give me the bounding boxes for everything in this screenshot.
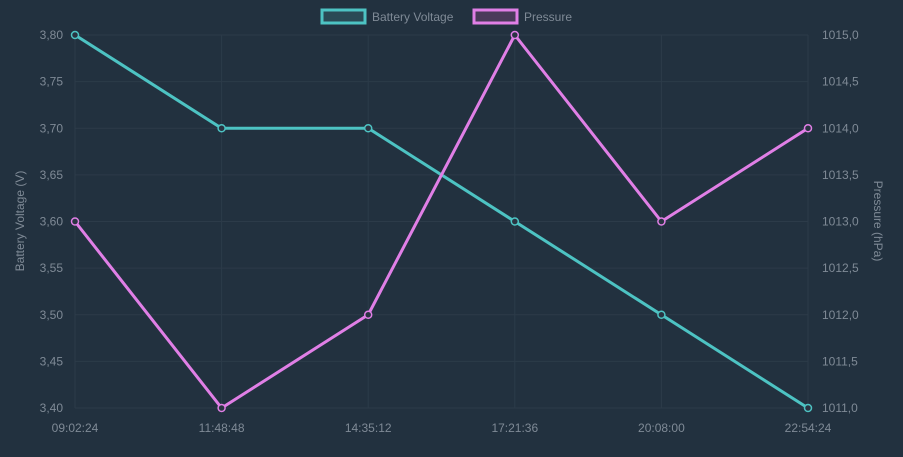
grid: [74, 34, 809, 409]
series-line-pressure: [73, 33, 809, 410]
legend-swatch-pressure[interactable]: [472, 8, 519, 25]
data-point-battery-voltage[interactable]: [657, 310, 666, 319]
x-tick-label: 17:21:36: [491, 421, 538, 435]
data-point-pressure[interactable]: [363, 310, 373, 319]
right-tick-label: 1015,0: [822, 28, 859, 42]
left-tick-label: 3,55: [40, 261, 64, 275]
legend-swatch-battery-voltage[interactable]: [320, 8, 367, 25]
right-tick-label: 1011,5: [822, 354, 858, 368]
data-point-battery-voltage[interactable]: [510, 217, 520, 226]
x-tick-label: 22:54:24: [785, 421, 832, 435]
data-point-battery-voltage[interactable]: [363, 124, 373, 133]
data-point-pressure[interactable]: [70, 217, 80, 226]
right-axis-title: Pressure (hPa): [871, 181, 885, 262]
right-tick-label: 1012,5: [822, 261, 859, 275]
right-tick-label: 1012,0: [822, 308, 859, 322]
right-tick-label: 1011,0: [822, 401, 858, 415]
data-point-pressure[interactable]: [510, 30, 520, 40]
right-tick-label: 1014,5: [822, 75, 859, 89]
right-tick-label: 1013,5: [822, 168, 859, 182]
data-point-battery-voltage[interactable]: [803, 403, 813, 413]
legend: Battery Voltage Pressure: [320, 8, 572, 25]
data-point-pressure[interactable]: [803, 124, 813, 133]
left-tick-label: 3,60: [40, 215, 64, 229]
left-tick-label: 3,80: [40, 28, 64, 42]
tick-labels: 3,80 1015,0 3,75 1014,5 3,70 1014,0 3,65 1013,5…: [40, 28, 859, 435]
left-tick-label: 3,45: [40, 354, 64, 368]
left-tick-label: 3,70: [40, 121, 64, 135]
right-tick-label: 1014,0: [822, 121, 859, 135]
legend-label-pressure[interactable]: Pressure: [524, 10, 572, 24]
left-tick-label: 3,40: [40, 401, 64, 415]
right-tick-label: 1013,0: [822, 215, 859, 229]
data-point-pressure[interactable]: [217, 403, 226, 413]
left-tick-label: 3,65: [40, 168, 64, 182]
left-tick-label: 3,75: [40, 75, 64, 89]
data-point-pressure[interactable]: [657, 217, 666, 226]
series-lines: [70, 30, 813, 413]
data-point-battery-voltage[interactable]: [217, 124, 226, 133]
data-point-battery-voltage[interactable]: [70, 30, 80, 40]
x-tick-label: 14:35:12: [345, 421, 392, 435]
left-axis-title: Battery Voltage (V): [13, 171, 27, 272]
x-tick-label: 09:02:24: [52, 421, 99, 435]
legend-label-battery-voltage[interactable]: Battery Voltage: [372, 10, 454, 24]
x-tick-label: 20:08:00: [638, 421, 685, 435]
left-tick-label: 3,50: [40, 308, 64, 322]
x-tick-label: 11:48:48: [199, 421, 245, 435]
